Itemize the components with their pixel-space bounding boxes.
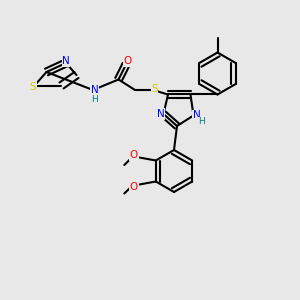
Text: S: S bbox=[151, 83, 158, 94]
Text: N: N bbox=[91, 85, 98, 95]
Text: O: O bbox=[123, 56, 132, 67]
Text: O: O bbox=[130, 150, 138, 160]
Text: H: H bbox=[199, 117, 205, 126]
Text: O: O bbox=[130, 182, 138, 192]
Text: N: N bbox=[62, 56, 70, 67]
Text: H: H bbox=[91, 94, 98, 103]
Text: S: S bbox=[30, 82, 36, 92]
Text: N: N bbox=[193, 110, 200, 121]
Text: N: N bbox=[157, 109, 164, 119]
